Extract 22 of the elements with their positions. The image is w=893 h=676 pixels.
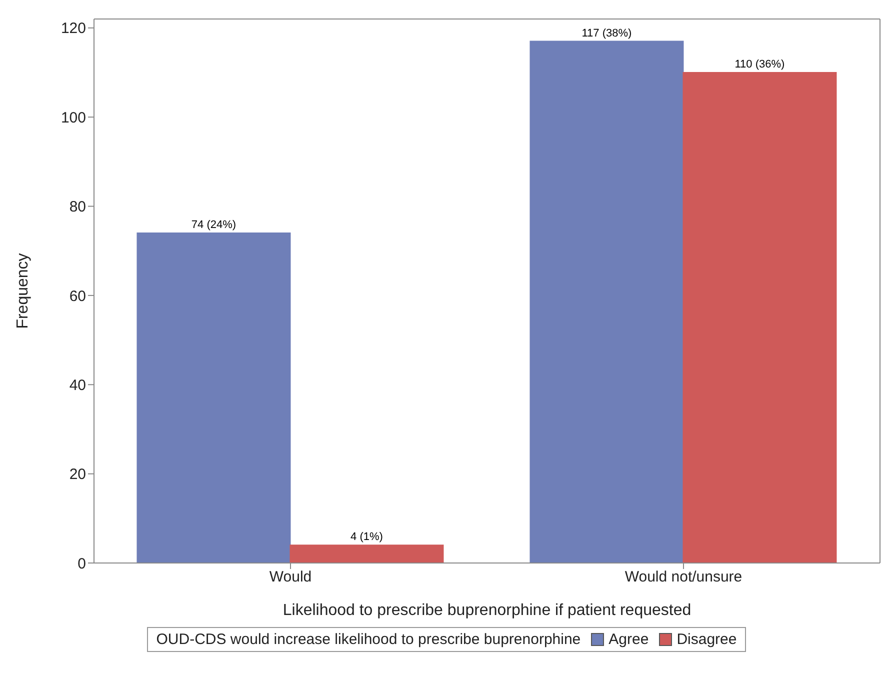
y-tick-label: 40 [69,376,86,394]
y-tick-label: 80 [69,198,86,216]
x-axis-title: Likelihood to prescribe buprenorphine if patient requested [282,602,692,619]
y-tick-label: 120 [60,20,86,38]
data-label: 4 (1%) [350,531,383,544]
legend-label: Disagree [676,631,737,648]
legend-label: Agree [608,631,649,648]
data-label: 117 (38%) [582,27,632,40]
y-tick-label: 20 [69,466,86,484]
data-label: 110 (36%) [734,58,785,71]
bar [530,40,684,563]
data-label: 74 (24%) [191,219,236,232]
y-tick-label: 100 [60,109,86,126]
x-tick-label: Would [269,568,312,586]
y-axis-title: Frequency [14,253,32,329]
y-tick-label: 0 [78,555,86,572]
bar [682,72,837,563]
bar [136,232,291,563]
x-tick-label: Would not/unsure [624,568,742,586]
legend-title: OUD-CDS would increase likelihood to prescribe buprenorphine [156,631,581,648]
bar [290,544,444,563]
y-tick-label: 60 [69,288,86,305]
